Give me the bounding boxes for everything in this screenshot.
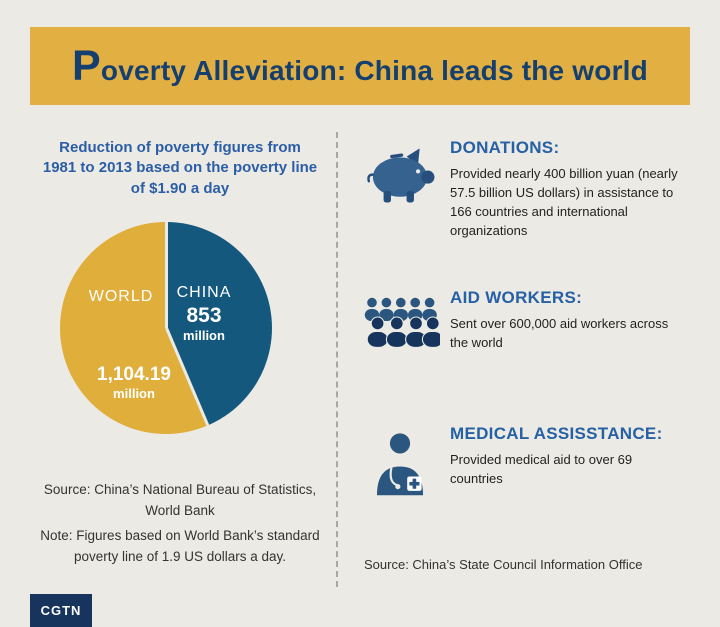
pie-value-china: CHINA 853 million xyxy=(166,284,242,343)
donations-content: DONATIONS: Provided nearly 400 billion y… xyxy=(450,138,698,240)
donations-text: Provided nearly 400 billion yuan (nearly… xyxy=(450,166,678,238)
medical-heading: MEDICAL ASSISSTANCE: xyxy=(450,424,663,443)
page-title: Poverty Alleviation: China leads the wor… xyxy=(72,41,648,90)
medical-content: MEDICAL ASSISSTANCE: Provided medical ai… xyxy=(450,424,698,504)
donations-heading: DONATIONS: xyxy=(450,138,560,157)
pie-graphic xyxy=(60,222,272,434)
left-source-text: Source: China’s National Bureau of Stati… xyxy=(43,482,317,518)
medical-icon xyxy=(350,424,450,504)
world-unit: million xyxy=(113,386,155,401)
section-aid-workers: AID WORKERS: Sent over 600,000 aid worke… xyxy=(350,288,698,353)
column-divider xyxy=(336,132,338,587)
pie-value-world: 1,104.19 million xyxy=(68,364,200,401)
poverty-reduction-pie-chart: WORLD 1,104.19 million CHINA 853 million xyxy=(60,222,272,434)
piggy-bank-icon xyxy=(350,138,450,240)
world-value: 1,104.19 xyxy=(97,364,171,385)
pie-label-china: CHINA xyxy=(176,284,232,301)
cgtn-logo: CGTN xyxy=(30,594,92,627)
pie-label-world: WORLD xyxy=(88,288,154,305)
china-unit: million xyxy=(183,328,225,343)
left-note-text: Note: Figures based on World Bank’s stan… xyxy=(40,527,320,564)
aid-workers-text: Sent over 600,000 aid workers across the… xyxy=(450,316,669,350)
left-source-block: Source: China’s National Bureau of Stati… xyxy=(30,480,330,572)
section-donations: DONATIONS: Provided nearly 400 billion y… xyxy=(350,138,698,240)
section-medical: MEDICAL ASSISSTANCE: Provided medical ai… xyxy=(350,424,698,504)
pie-slice-divider-top xyxy=(164,222,168,328)
right-source-text: Source: China’s State Council Informatio… xyxy=(364,557,643,572)
aid-workers-heading: AID WORKERS: xyxy=(450,288,583,307)
aid-workers-content: AID WORKERS: Sent over 600,000 aid worke… xyxy=(450,288,698,353)
china-value: 853 xyxy=(186,304,222,327)
aid-workers-icon xyxy=(350,288,450,353)
medical-text: Provided medical aid to over 69 countrie… xyxy=(450,452,633,486)
header-band: Poverty Alleviation: China leads the wor… xyxy=(30,27,690,105)
chart-intro-text: Reduction of poverty figures from 1981 t… xyxy=(42,139,318,197)
